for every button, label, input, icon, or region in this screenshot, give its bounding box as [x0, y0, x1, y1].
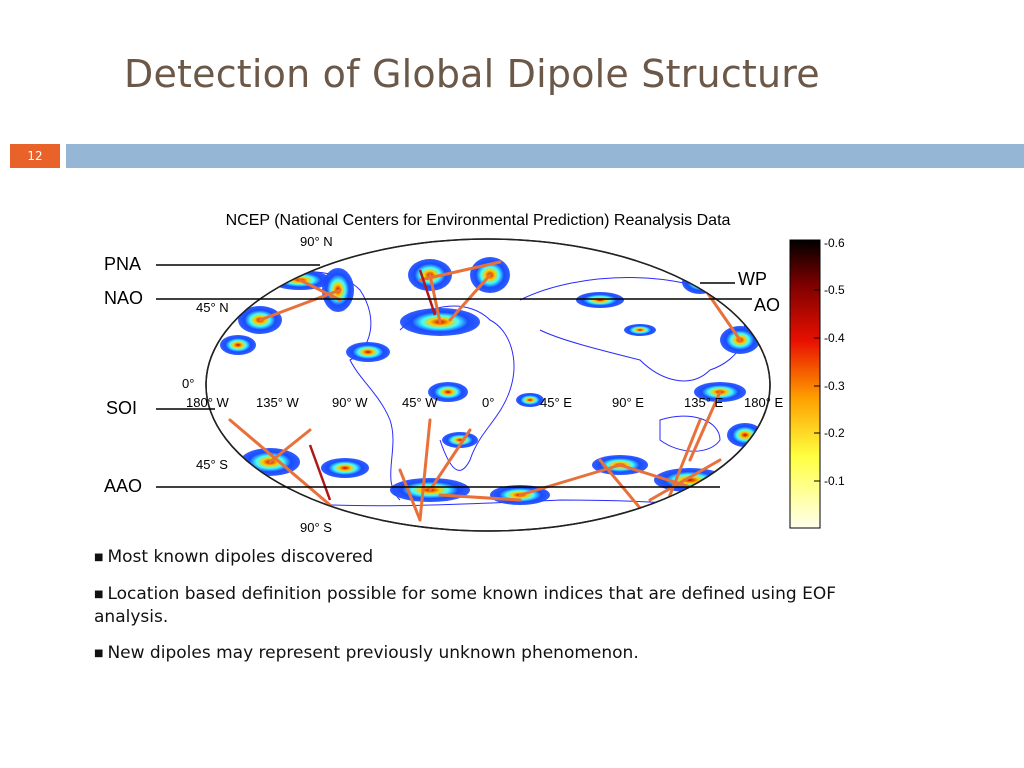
dipole-map-figure: NCEP (National Centers for Environmental… [104, 212, 845, 535]
lat-label-0: 0° [182, 376, 194, 391]
world-map [205, 238, 771, 532]
bullet-item: ■ Location based definition possible for … [94, 584, 836, 627]
colorbar-tick: -0.3 [824, 379, 845, 393]
dipole-edges [228, 260, 742, 522]
header-band [66, 144, 1024, 168]
lon-label: 135° W [256, 395, 300, 410]
lon-label: 45° W [402, 395, 438, 410]
index-label-wp: WP [738, 269, 767, 289]
lat-label-90s: 90° S [300, 520, 332, 535]
colorbar-tick: -0.1 [824, 474, 845, 488]
lon-label: 90° W [332, 395, 368, 410]
lon-label: 180° E [744, 395, 784, 410]
lat-label-45n: 45° N [196, 300, 229, 315]
index-label-soi: SOI [106, 398, 137, 418]
index-label-aao: AAO [104, 476, 142, 496]
slide-title: Detection of Global Dipole Structure [124, 52, 820, 96]
colorbar-tick: -0.5 [824, 283, 845, 297]
index-label-pna: PNA [104, 254, 141, 274]
lon-label: 90° E [612, 395, 644, 410]
bullet-marker-icon: ■ [94, 589, 104, 600]
bullet-marker-icon: ■ [94, 648, 104, 659]
colorbar: -0.6 -0.5 -0.4 -0.3 -0.2 -0.1 [789, 236, 845, 529]
bullet-item: ■ Most known dipoles discovered [94, 547, 374, 567]
lat-label-90n: 90° N [300, 234, 333, 249]
lon-label: 0° [482, 395, 494, 410]
index-leaders [156, 264, 752, 488]
longitude-labels: 180° W 135° W 90° W 45° W 0° 45° E 90° E… [186, 395, 784, 410]
figure-caption: NCEP (National Centers for Environmental… [226, 212, 731, 229]
colorbar-tick: -0.4 [824, 331, 845, 345]
slide-number: 12 [10, 144, 60, 168]
lon-label: 180° W [186, 395, 230, 410]
bullet-list: ■ Most known dipoles discovered ■ Location… [94, 546, 904, 679]
lon-label: 45° E [540, 395, 572, 410]
index-label-ao: AO [754, 295, 780, 315]
colorbar-tick: -0.2 [824, 426, 845, 440]
lon-label: 135° E [684, 395, 724, 410]
index-label-nao: NAO [104, 288, 143, 308]
bullet-item: ■ New dipoles may represent previously un… [94, 643, 639, 663]
lat-label-45s: 45° S [196, 457, 228, 472]
colorbar-tick: -0.6 [824, 236, 845, 250]
bullet-marker-icon: ■ [94, 552, 104, 563]
